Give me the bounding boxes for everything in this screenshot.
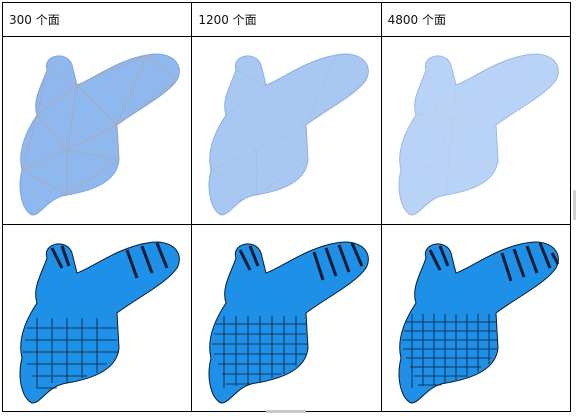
mesh-image-1200 xyxy=(209,53,370,216)
texture-image-300 xyxy=(19,241,180,404)
mesh-image-300 xyxy=(19,53,180,216)
mesh-shape xyxy=(209,53,370,216)
mesh-cell-1200 xyxy=(191,36,382,225)
texture-row xyxy=(1,223,572,413)
mesh-image-4800 xyxy=(398,53,559,216)
mesh-shape xyxy=(398,53,559,216)
mesh-cell-300 xyxy=(1,36,193,225)
texture-cell-300 xyxy=(1,223,193,413)
page-break-marker xyxy=(266,410,306,413)
header-cell-300: 300 个面 xyxy=(1,1,193,38)
header-row: 300 个面 1200 个面 4800 个面 xyxy=(1,1,572,38)
header-label: 300 个面 xyxy=(9,13,60,28)
header-cell-1200: 1200 个面 xyxy=(191,1,382,38)
header-label: 4800 个面 xyxy=(387,13,447,28)
mesh-row xyxy=(1,36,572,225)
texture-shape xyxy=(398,241,559,404)
scrollbar-thumb[interactable] xyxy=(573,190,576,220)
header-cell-4800: 4800 个面 xyxy=(380,1,572,38)
texture-cell-1200 xyxy=(191,223,382,413)
texture-image-4800 xyxy=(398,241,560,404)
mesh-cell-4800 xyxy=(380,36,572,225)
mesh-shape xyxy=(19,53,180,216)
header-label: 1200 个面 xyxy=(198,13,257,28)
texture-shape xyxy=(209,241,370,404)
texture-image-1200 xyxy=(209,241,370,404)
texture-shape xyxy=(19,241,180,404)
texture-cell-4800 xyxy=(380,223,572,413)
